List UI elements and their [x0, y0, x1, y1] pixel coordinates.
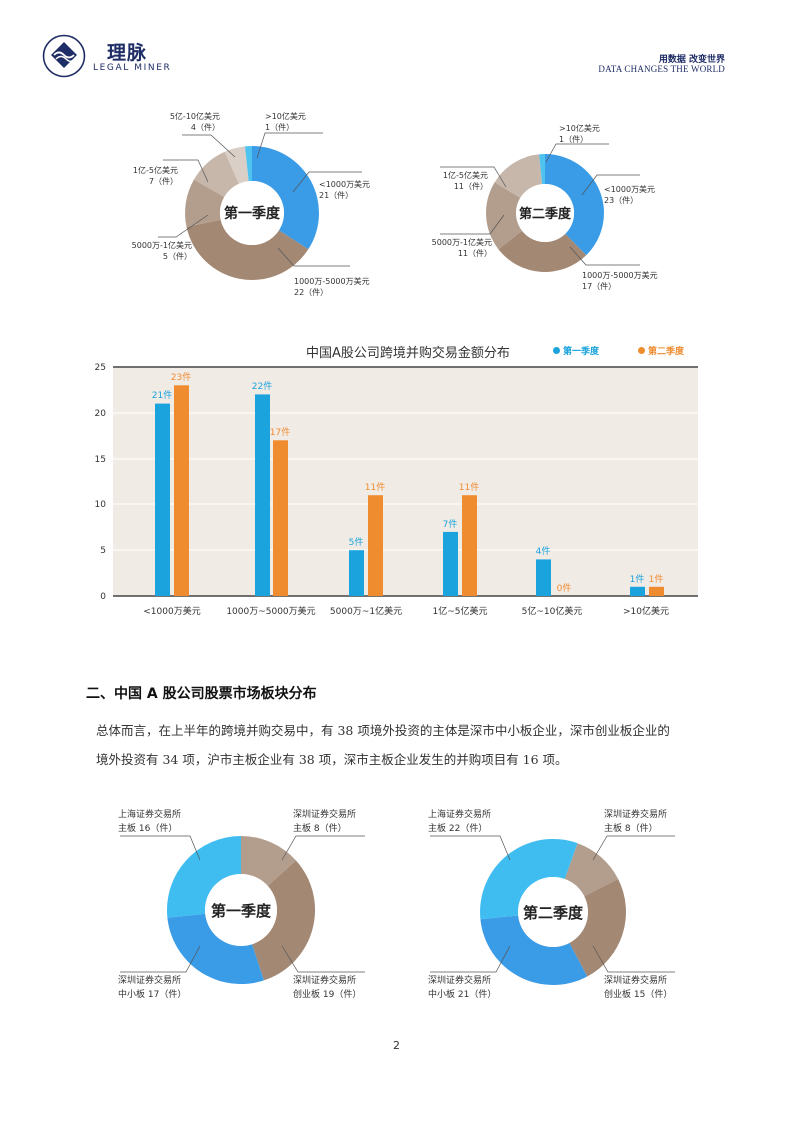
- svg-text:0件: 0件: [557, 582, 572, 594]
- logo-name-en: LEGAL MINER: [93, 63, 172, 73]
- svg-text:1000万~5000万美元: 1000万~5000万美元: [226, 605, 315, 617]
- donut-amount-q1: 第一季度 5亿-10亿美元 4（件） >10亿美元 1（件） 1亿-5亿美元 7（件）…: [110, 100, 400, 310]
- slogan-cn: 用数据 改变世界: [658, 55, 725, 65]
- svg-text:11件: 11件: [365, 481, 385, 493]
- label-5000wan-1yi: 5000万-1亿美元 11（件）: [431, 238, 492, 258]
- label-1000-5000wan: 1000万-5000万美元 17（件）: [582, 271, 658, 291]
- svg-text:22件: 22件: [252, 380, 272, 392]
- label-gt-10yi: >10亿美元 1（件）: [559, 124, 600, 144]
- svg-text:11件: 11件: [459, 481, 479, 493]
- svg-text:1亿~5亿美元: 1亿~5亿美元: [433, 605, 488, 617]
- section-paragraph: 总体而言，在上半年的跨境并购交易中，有 38 项境外投资的主体是深市中小板企业，…: [96, 716, 736, 774]
- label-sz-gem: 深圳证券交易所 创业板 15（件）: [604, 976, 673, 1000]
- legend-dot-q1-icon: [553, 347, 560, 354]
- svg-text:4件: 4件: [536, 545, 551, 557]
- page-number: 2: [393, 1039, 400, 1052]
- svg-text:7件: 7件: [443, 518, 458, 530]
- donut-center-label: 第二季度: [519, 206, 572, 222]
- label-lt-1000wan: <1000万美元 21（件）: [319, 180, 371, 200]
- donut-amount-q1-graphic: 第一季度: [158, 132, 362, 280]
- svg-text:5件: 5件: [349, 536, 364, 548]
- bar-chart-title: 中国A股公司跨境并购交易金额分布: [306, 346, 510, 361]
- svg-text:5000万~1亿美元: 5000万~1亿美元: [330, 605, 402, 617]
- donut-center-label: 第一季度: [211, 902, 272, 920]
- donut-center-label: 第一季度: [224, 205, 281, 222]
- donut-board-q1: 第一季度 上海证券交易所 主板 16（件） 深圳证券交易所 主板 8（件） 深圳证券…: [100, 800, 390, 1010]
- paragraph-line-2: 境外投资有 34 项，沪市主板企业有 38 项，深市主板企业发生的并购项目有 1…: [96, 752, 568, 767]
- legend-dot-q2-icon: [638, 347, 645, 354]
- label-1-5yi: 1亿-5亿美元 7（件）: [132, 166, 178, 186]
- legal-miner-logo-icon: [42, 34, 86, 78]
- svg-text:1件: 1件: [630, 573, 645, 585]
- label-sz-main: 深圳证券交易所 主板 8（件）: [293, 810, 357, 834]
- label-5-10yi: 5亿-10亿美元 4（件）: [169, 112, 220, 132]
- svg-text:10: 10: [95, 500, 107, 510]
- bar-chart: 中国A股公司跨境并购交易金额分布 第一季度 第二季度 0 5 10 15 20 …: [80, 330, 710, 625]
- label-5000wan-1yi: 5000万-1亿美元 5（件）: [131, 241, 192, 261]
- logo-name-cn: 理脉: [107, 42, 148, 64]
- svg-text:17件: 17件: [270, 426, 290, 438]
- label-sh-main: 上海证券交易所 主板 22（件）: [428, 810, 492, 834]
- legend-q1: 第一季度: [553, 344, 599, 357]
- svg-text:5亿~10亿美元: 5亿~10亿美元: [522, 605, 583, 617]
- label-1-5yi: 1亿-5亿美元 11（件）: [442, 171, 488, 191]
- donut-board-q2-graphic: 第二季度: [430, 835, 675, 985]
- svg-text:15: 15: [95, 455, 106, 465]
- donut-amount-q2-graphic: 第二季度: [440, 143, 640, 272]
- label-sh-main: 上海证券交易所 主板 16（件）: [118, 810, 182, 834]
- donut-center-label: 第二季度: [523, 904, 584, 922]
- donut-board-q2: 第二季度 上海证券交易所 主板 22（件） 深圳证券交易所 主板 8（件） 深圳证券…: [410, 800, 700, 1010]
- label-sz-sme: 深圳证券交易所 中小板 21（件）: [428, 976, 497, 1000]
- section-heading: 二、中国 A 股公司股票市场板块分布: [86, 686, 317, 702]
- svg-text:0: 0: [100, 592, 106, 602]
- bar-chart-plot: 0 5 10 15 20 25 21件 22件 5件 7件: [95, 363, 698, 617]
- svg-text:25: 25: [95, 363, 106, 373]
- paragraph-line-1: 总体而言，在上半年的跨境并购交易中，有 38 项境外投资的主体是深市中小板企业，…: [96, 723, 670, 738]
- legend-q2: 第二季度: [638, 344, 684, 357]
- label-1000-5000wan: 1000万-5000万美元 22（件）: [294, 277, 370, 297]
- svg-text:20: 20: [95, 409, 107, 419]
- label-gt-10yi: >10亿美元 1（件）: [265, 112, 306, 132]
- label-sz-main: 深圳证券交易所 主板 8（件）: [604, 810, 668, 834]
- svg-text:1件: 1件: [649, 573, 664, 585]
- svg-text:21件: 21件: [152, 389, 172, 401]
- donut-board-q1-graphic: 第一季度: [120, 835, 365, 985]
- slogan-en: DATA CHANGES THE WORLD: [598, 64, 725, 74]
- label-sz-gem: 深圳证券交易所 创业板 19（件）: [293, 976, 362, 1000]
- label-sz-sme: 深圳证券交易所 中小板 17（件）: [118, 976, 187, 1000]
- svg-text:>10亿美元: >10亿美元: [623, 605, 669, 617]
- svg-text:23件: 23件: [171, 371, 191, 383]
- logo: [42, 34, 86, 78]
- svg-text:5: 5: [100, 546, 106, 556]
- donut-amount-q2: 第二季度 >10亿美元 1（件） 1亿-5亿美元 11（件） <1000万美元 23（…: [410, 110, 690, 300]
- svg-text:<1000万美元: <1000万美元: [143, 605, 200, 617]
- label-lt-1000wan: <1000万美元 23（件）: [604, 185, 656, 205]
